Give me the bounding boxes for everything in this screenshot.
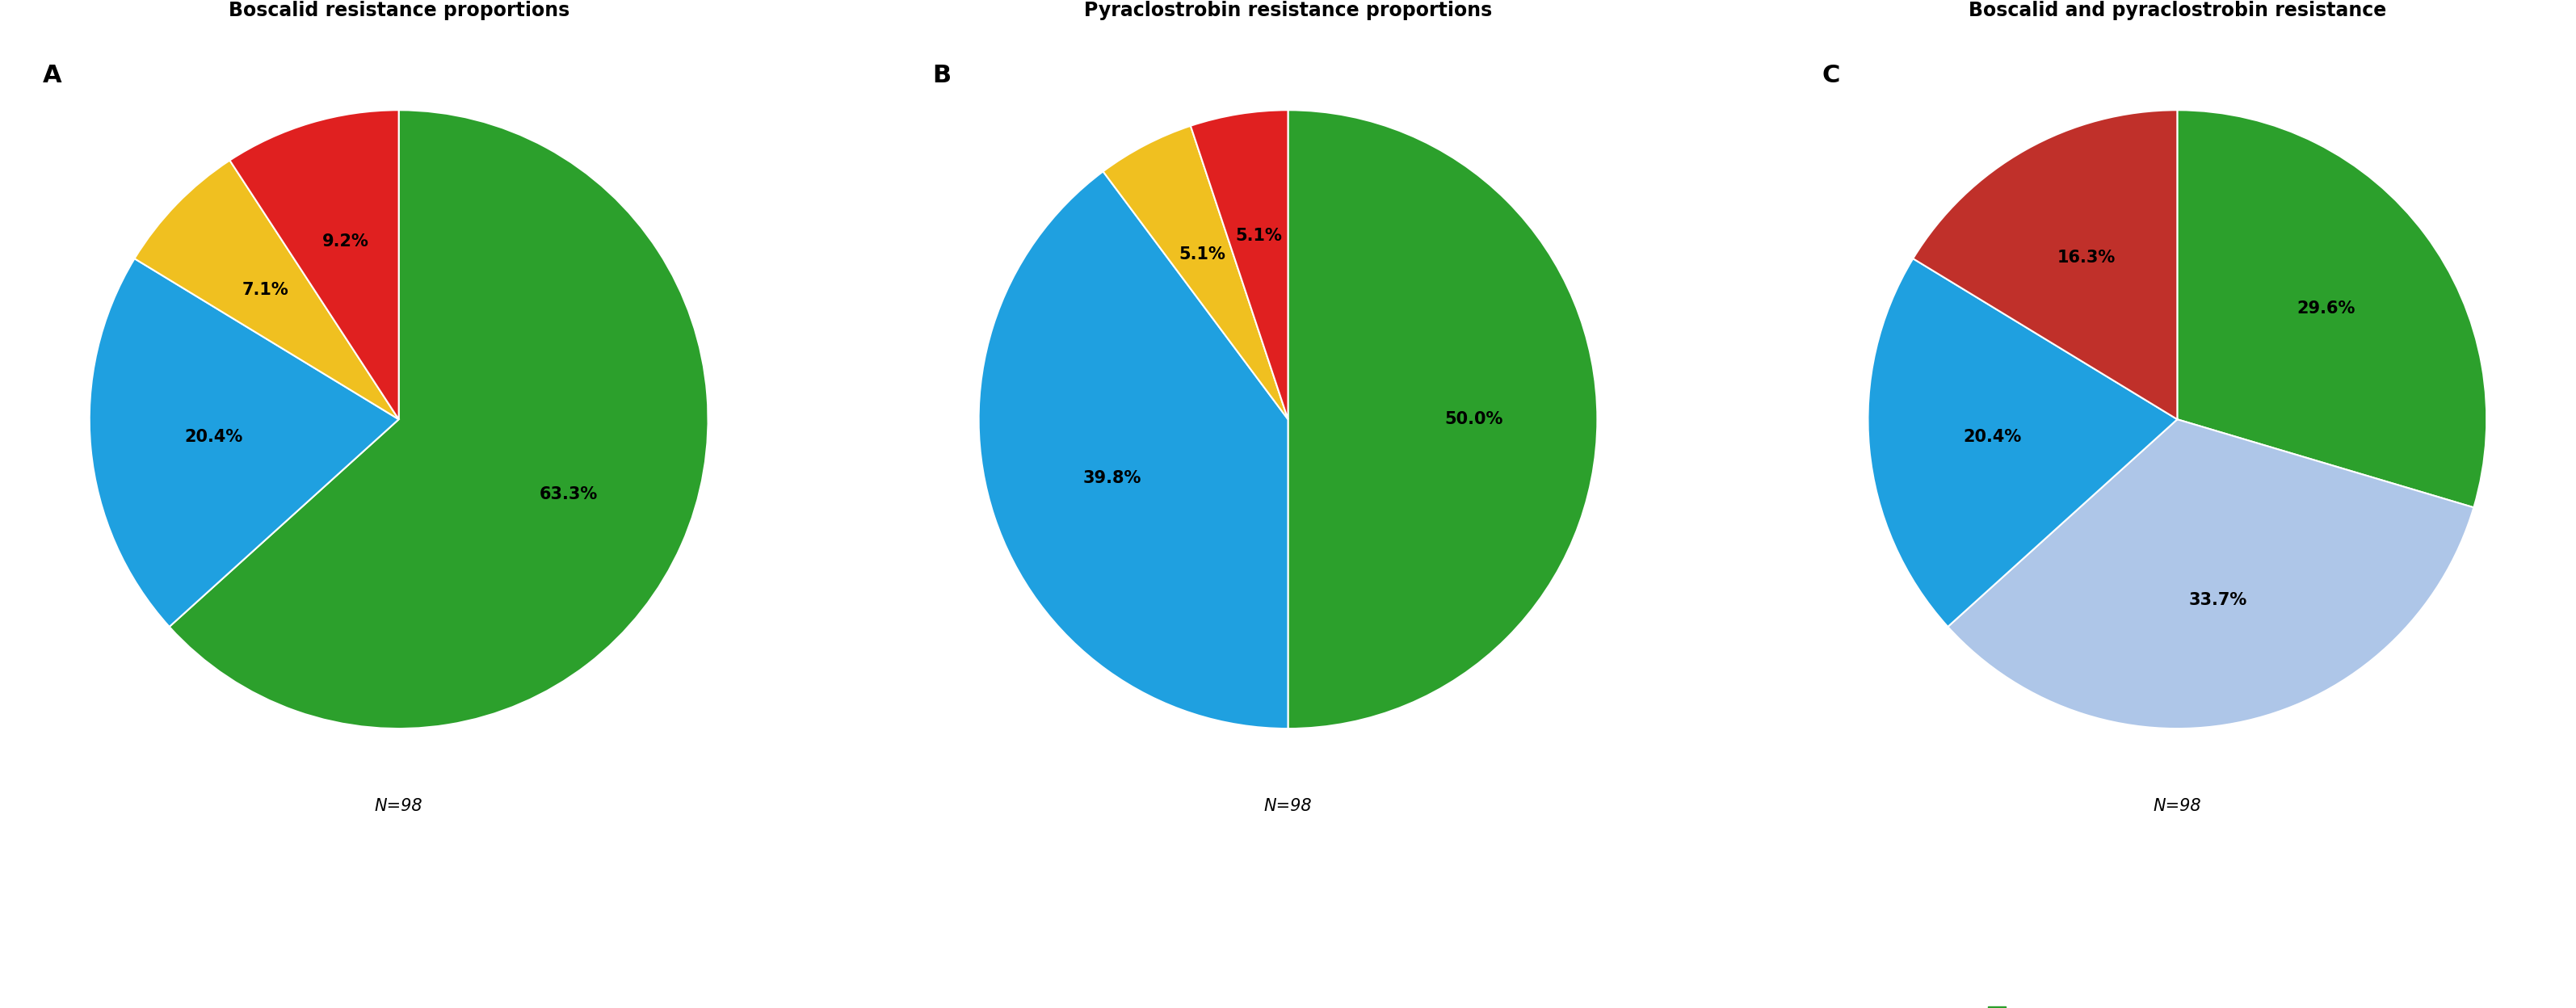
Text: N=98: N=98: [374, 798, 422, 814]
Title: Boscalid and pyraclostrobin resistance: Boscalid and pyraclostrobin resistance: [1968, 1, 2385, 20]
Wedge shape: [1288, 110, 1597, 729]
Legend: Boscalid and Pyraclostrobin Sensitive, Boscalid  Sensitive and Pyraclostrobin Re: Boscalid and Pyraclostrobin Sensitive, B…: [1984, 1001, 2372, 1008]
Text: 39.8%: 39.8%: [1082, 470, 1141, 486]
Wedge shape: [229, 110, 399, 419]
Wedge shape: [1103, 126, 1288, 419]
Text: 29.6%: 29.6%: [2298, 300, 2354, 317]
Title: Boscalid resistance proportions: Boscalid resistance proportions: [229, 1, 569, 20]
Wedge shape: [1914, 110, 2177, 419]
Wedge shape: [134, 160, 399, 419]
Text: N=98: N=98: [1265, 798, 1311, 814]
Wedge shape: [2177, 110, 2486, 507]
Text: 33.7%: 33.7%: [2190, 593, 2246, 609]
Wedge shape: [170, 110, 708, 729]
Text: 20.4%: 20.4%: [185, 428, 242, 445]
Wedge shape: [1190, 110, 1288, 419]
Text: 5.1%: 5.1%: [1234, 228, 1283, 244]
Text: N=98: N=98: [2154, 798, 2202, 814]
Wedge shape: [979, 171, 1288, 729]
Text: 9.2%: 9.2%: [322, 234, 368, 250]
Text: 20.4%: 20.4%: [1963, 428, 2022, 445]
Text: B: B: [933, 64, 951, 87]
Text: A: A: [44, 64, 62, 87]
Wedge shape: [1947, 419, 2473, 729]
Text: C: C: [1821, 64, 1839, 87]
Wedge shape: [90, 259, 399, 627]
Text: 63.3%: 63.3%: [538, 487, 598, 503]
Text: 7.1%: 7.1%: [242, 282, 289, 298]
Title: Pyraclostrobin resistance proportions: Pyraclostrobin resistance proportions: [1084, 1, 1492, 20]
Text: 16.3%: 16.3%: [2058, 250, 2115, 266]
Wedge shape: [1868, 259, 2177, 627]
Text: 5.1%: 5.1%: [1180, 247, 1226, 263]
Text: 50.0%: 50.0%: [1445, 411, 1502, 427]
